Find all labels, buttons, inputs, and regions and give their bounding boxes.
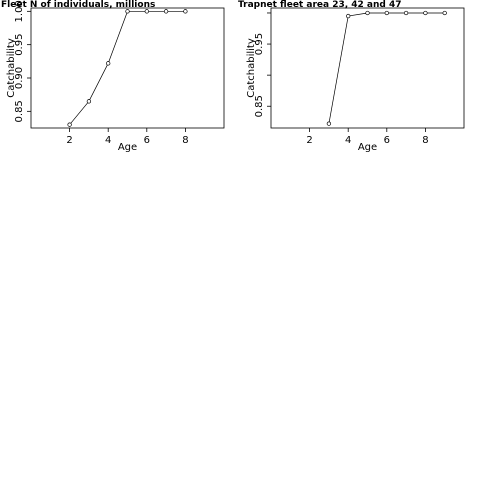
x-tick-label: 6 [144,135,150,146]
data-point [442,10,447,16]
x-tick-label: 4 [345,135,351,146]
plot-frame [270,7,465,129]
data-point [183,9,188,14]
data-point [403,10,409,16]
data-point [384,10,389,16]
y-axis-label: Catchability [246,38,257,98]
x-tick-label: 8 [182,135,188,146]
y-axis-label: Catchability [6,38,17,98]
x-axis-label: Age [358,142,377,153]
data-point [163,9,169,14]
y-tick-label: 0.90 [14,67,25,89]
series-line [328,12,445,124]
y-tick-label: 0.95 [254,33,265,55]
data-point [346,13,351,19]
data-point [125,9,130,14]
data-point [144,9,149,14]
x-axis-label: Age [118,142,137,153]
series-line [69,10,186,125]
data-point [86,99,92,104]
plot-frame [30,7,225,129]
data-point [423,10,428,16]
y-tick-label: 0.95 [14,34,25,56]
y-tick-label: 1.00 [14,0,25,22]
data-point [106,61,111,66]
data-point [365,10,370,16]
y-tick-label: 0.85 [14,100,25,122]
x-tick-label: 4 [105,135,111,146]
x-tick-label: 2 [306,135,312,146]
data-point [326,121,332,126]
chart-title: Trapnet fleet area 23, 42 and 47 [238,0,402,10]
x-tick-label: 6 [384,135,390,146]
x-tick-label: 2 [66,135,72,146]
data-point [67,122,72,127]
y-tick-label: 0.85 [254,95,265,117]
chart-title: Fleet N of individuals, millions [1,0,155,10]
x-tick-label: 8 [422,135,428,146]
